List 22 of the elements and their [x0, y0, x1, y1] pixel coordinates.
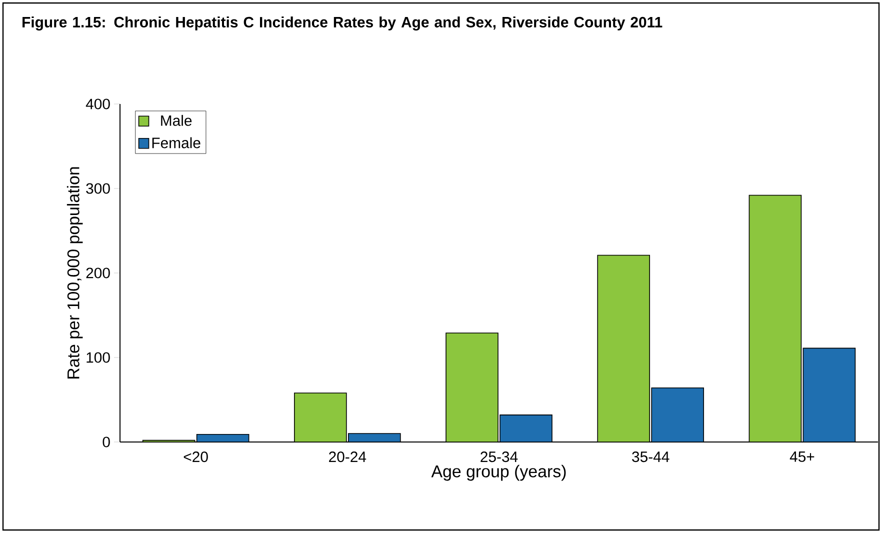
bar [748, 194, 802, 442]
x-axis-title: Age group (years) [431, 464, 566, 481]
x-tick-label: 25-34 [480, 452, 518, 462]
x-tick-label: <20 [184, 452, 208, 462]
y-tick-label: 0 [102, 436, 110, 448]
bar [446, 332, 498, 442]
y-axis-title: Rate per 100,000 population [66, 167, 83, 378]
bar [802, 348, 856, 442]
bar [597, 254, 650, 442]
chart-title: Figure 1.15: Chronic Hepatitis C Incidence Rates by Age and Sex, Riverside County 2011 [22, 16, 662, 31]
bar [651, 388, 704, 442]
bar [294, 392, 347, 442]
y-tick-label: 100 [86, 352, 110, 363]
y-tick-label: 200 [86, 268, 110, 278]
x-tick-label: 45+ [790, 452, 814, 462]
legend-label: Female [152, 137, 200, 148]
x-tick-label: 20-24 [329, 452, 366, 462]
y-tick-label: 300 [86, 183, 110, 194]
x-tick-label: 35-44 [632, 452, 670, 462]
y-tick-label: 400 [86, 98, 110, 110]
bar [500, 414, 552, 442]
legend-label: Male [161, 114, 192, 126]
